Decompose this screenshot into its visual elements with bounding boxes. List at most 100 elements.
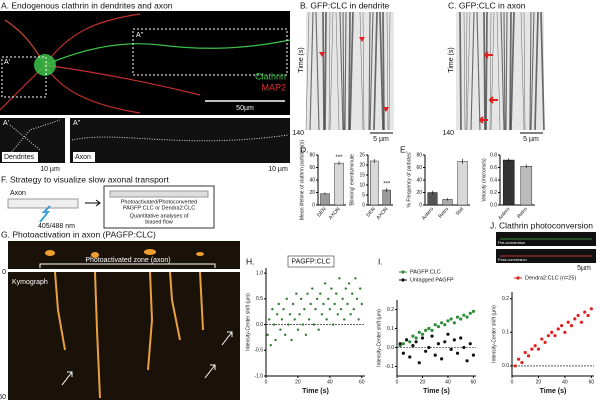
point (346, 302, 349, 306)
point (430, 328, 434, 332)
streak (490, 11, 495, 131)
y-tick-label: 60 (309, 165, 315, 171)
point (404, 338, 409, 342)
y-tick-label: 20 (359, 162, 365, 168)
point (295, 292, 298, 295)
point (322, 302, 325, 306)
point (357, 318, 360, 321)
point (559, 324, 564, 328)
streak (500, 11, 505, 131)
point (303, 307, 306, 311)
region-label: A' (4, 59, 10, 66)
streak (369, 11, 374, 131)
scale-label: 5 µm (523, 136, 539, 143)
y-tick-label: 80 (416, 152, 422, 158)
point (439, 321, 444, 325)
point (341, 297, 344, 301)
point (291, 302, 295, 306)
y-tick-label: -1.0 (254, 373, 263, 379)
point (569, 324, 574, 328)
point (307, 318, 311, 321)
axis-label: Time (s) (298, 47, 305, 72)
point (471, 309, 476, 313)
caption-box (73, 152, 95, 162)
point (414, 340, 418, 344)
streak (459, 11, 462, 131)
y-axis-label: Intensity-Center shift (µm) (376, 309, 382, 367)
bar (457, 161, 468, 206)
streak (379, 11, 384, 131)
point (325, 318, 328, 321)
y-tick-label: 0.0 (502, 363, 509, 369)
axon-label: Axon (10, 190, 26, 197)
streak (470, 11, 475, 131)
y-tick-label: 1.0 (256, 270, 263, 276)
x-tick-label: 20 (420, 379, 426, 385)
point (301, 323, 304, 326)
streak (540, 11, 545, 131)
arrowhead (359, 37, 365, 42)
x-tick-label: AXON (376, 206, 390, 221)
point (536, 347, 541, 351)
point (526, 354, 531, 358)
y-tick-label: 0.2 (387, 307, 394, 313)
point (430, 334, 434, 338)
scale-label: 50µm (236, 105, 254, 112)
time-label: 140 (442, 130, 454, 137)
kymograph (8, 272, 240, 400)
point (333, 302, 336, 306)
x-tick-label: 40 (327, 379, 333, 385)
region-label: A'' (136, 32, 143, 39)
x-axis-label: Time (s) (423, 388, 450, 395)
streak (510, 11, 515, 131)
y-tick-label: 0.1 (502, 330, 509, 336)
point (411, 334, 415, 338)
point (335, 292, 338, 295)
annotation: *** (383, 182, 391, 188)
point (287, 323, 290, 326)
point (462, 345, 466, 350)
point (517, 357, 521, 361)
streak (344, 11, 347, 131)
legend-label: Untagged PAGFP (410, 277, 454, 283)
x-axis-label: Time (s) (302, 388, 329, 395)
point (398, 342, 402, 346)
caption-box (2, 152, 38, 162)
y-tick-label: 0.0 (387, 345, 394, 351)
streak (362, 11, 365, 131)
legend-marker (516, 276, 520, 280)
streak (342, 11, 345, 131)
x-tick-label: 60 (589, 379, 595, 385)
x-tick-label: 0 (265, 379, 268, 385)
axon-shape (7, 198, 79, 209)
streak (505, 11, 508, 131)
streak (368, 11, 371, 131)
point (546, 334, 550, 338)
y-tick-label: 0.1 (387, 326, 394, 332)
point (344, 287, 348, 290)
point (401, 351, 405, 355)
box-text: Photoactivated/Photoconverted (121, 199, 197, 205)
streak (523, 11, 526, 131)
neuron (0, 13, 291, 114)
x-tick-label: 40 (562, 379, 568, 385)
panel-title: A. Endogenous clathrin in dendrites and … (1, 0, 173, 10)
panel-label: D. (300, 144, 309, 154)
y-tick-label: 60 (416, 165, 422, 171)
streak (335, 11, 340, 131)
point (323, 282, 327, 285)
point (520, 360, 524, 365)
x-tick-label: Antero (497, 206, 511, 221)
streak (339, 11, 344, 131)
point (523, 350, 527, 355)
zone-label: Photoactivated zone (axon) (85, 257, 170, 264)
point (439, 357, 444, 361)
point (290, 338, 293, 342)
point (433, 353, 437, 357)
point (420, 332, 425, 336)
point (427, 345, 431, 350)
streak (349, 11, 354, 131)
point (452, 321, 456, 325)
